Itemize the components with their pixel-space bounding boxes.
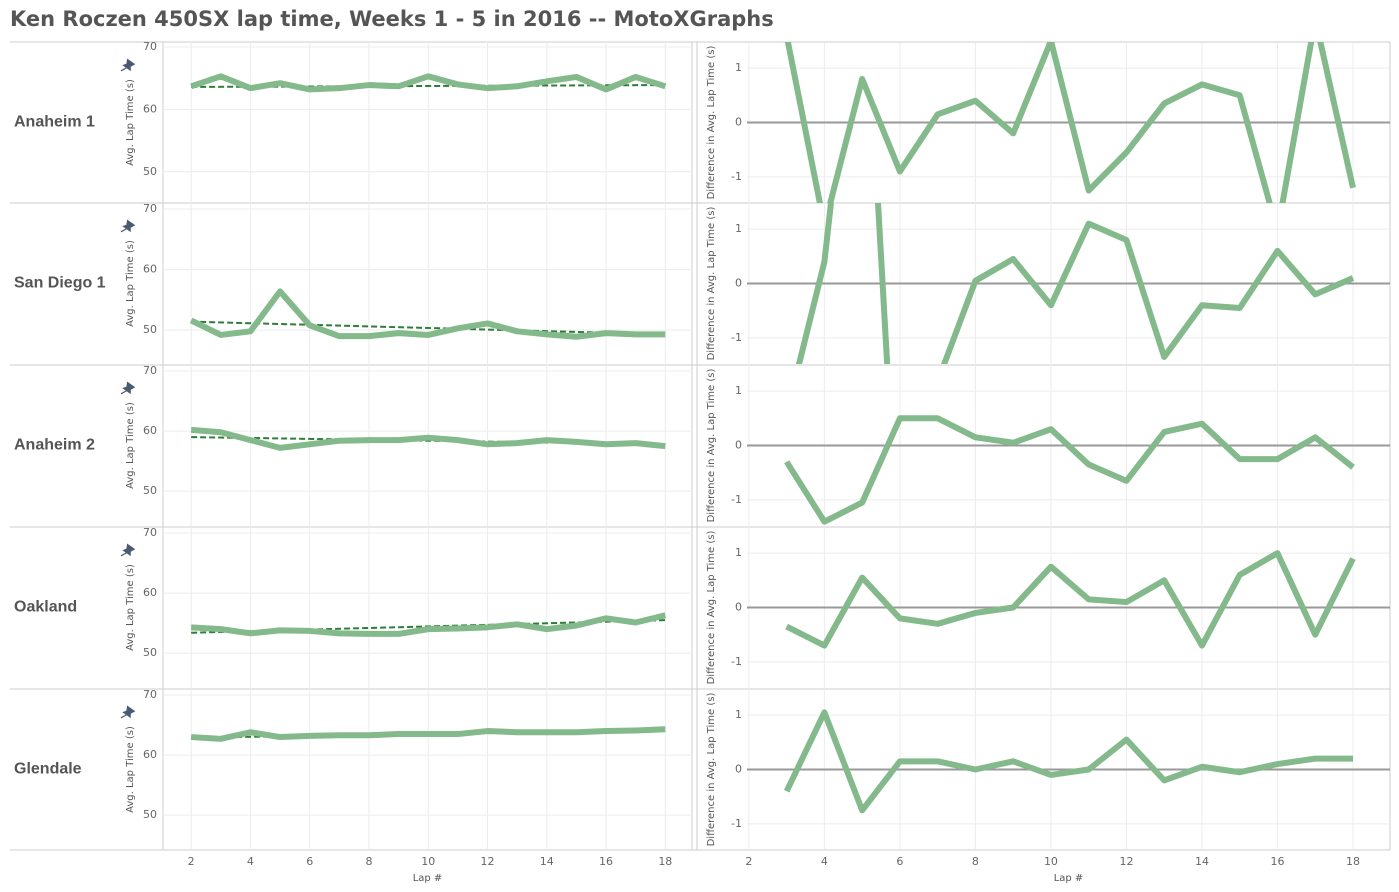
y-tick-label: -1	[731, 817, 742, 830]
y-axis-label: Difference in Avg. Lap Time (s)	[706, 207, 717, 361]
data-line	[190, 726, 666, 742]
row-label: Oakland	[14, 599, 77, 616]
y-tick-label: 60	[143, 748, 157, 761]
x-tick-label: 8	[365, 855, 372, 868]
pin-icon	[120, 219, 136, 233]
y-tick-label: 1	[735, 708, 742, 721]
y-tick-label: 0	[735, 116, 742, 129]
y-axis-label: Difference in Avg. Lap Time (s)	[706, 693, 717, 847]
y-tick-label: 50	[143, 323, 157, 336]
y-tick-label: 60	[143, 263, 157, 276]
y-tick-label: 1	[735, 222, 742, 235]
y-tick-label: 50	[143, 165, 157, 178]
y-tick-label: 60	[143, 102, 157, 115]
y-tick-label: 1	[735, 546, 742, 559]
y-tick-label: 0	[735, 277, 742, 290]
y-tick-label: 0	[735, 601, 742, 614]
x-tick-label: 16	[599, 855, 613, 868]
y-tick-label: 50	[143, 808, 157, 821]
y-tick-label: 70	[143, 364, 157, 377]
x-tick-label: 4	[821, 855, 828, 868]
x-tick-label: 10	[421, 855, 435, 868]
x-tick-label: 2	[745, 855, 752, 868]
data-line	[795, 203, 1355, 364]
y-tick-label: 50	[143, 646, 157, 659]
x-tick-label: 12	[1119, 855, 1133, 868]
x-tick-label: 6	[896, 855, 903, 868]
data-line	[190, 612, 667, 637]
pin-icon	[120, 705, 136, 719]
y-tick-label: -1	[731, 655, 742, 668]
row-label: Glendale	[14, 761, 82, 778]
x-axis-label: Lap #	[1054, 873, 1084, 884]
data-line	[189, 288, 666, 340]
y-axis-label: Avg. Lap Time (s)	[125, 79, 136, 166]
trend-line	[191, 320, 666, 336]
pin-icon	[120, 543, 136, 557]
x-tick-label: 10	[1044, 855, 1058, 868]
pin-icon	[120, 381, 136, 395]
y-axis-label: Difference in Avg. Lap Time (s)	[706, 531, 717, 685]
row-label: Anaheim 2	[14, 437, 95, 454]
row-label: San Diego 1	[14, 275, 106, 292]
x-tick-label: 14	[1195, 855, 1209, 868]
data-line	[190, 426, 666, 451]
y-tick-label: 70	[143, 688, 157, 701]
y-axis-label: Difference in Avg. Lap Time (s)	[706, 369, 717, 523]
data-line	[784, 42, 1356, 203]
x-tick-label: 6	[306, 855, 313, 868]
y-tick-label: 70	[143, 40, 157, 53]
data-line	[784, 415, 1355, 525]
y-tick-label: 70	[143, 526, 157, 539]
row-label: Anaheim 1	[14, 114, 95, 131]
y-tick-label: 0	[735, 763, 742, 776]
x-tick-label: 18	[658, 855, 672, 868]
x-axis-label: Lap #	[413, 873, 443, 884]
y-tick-label: 60	[143, 586, 157, 599]
x-tick-label: 18	[1346, 855, 1360, 868]
x-tick-label: 8	[972, 855, 979, 868]
y-axis-label: Avg. Lap Time (s)	[125, 402, 136, 489]
x-tick-label: 14	[540, 855, 554, 868]
y-tick-label: 1	[735, 384, 742, 397]
x-tick-label: 4	[247, 855, 254, 868]
y-tick-label: -1	[731, 170, 742, 183]
y-axis-label: Avg. Lap Time (s)	[125, 240, 136, 327]
x-tick-label: 12	[481, 855, 495, 868]
y-tick-label: 60	[143, 424, 157, 437]
trend-line	[191, 84, 666, 88]
y-axis-label: Avg. Lap Time (s)	[125, 726, 136, 813]
data-line	[785, 550, 1356, 649]
x-tick-label: 16	[1270, 855, 1284, 868]
y-axis-label: Avg. Lap Time (s)	[125, 564, 136, 651]
pin-icon	[120, 58, 136, 72]
y-tick-label: 0	[735, 439, 742, 452]
y-tick-label: 1	[735, 61, 742, 74]
dashboard-title: Ken Roczen 450SX lap time, Weeks 1 - 5 i…	[10, 7, 774, 31]
data-line	[190, 73, 667, 93]
y-tick-label: 70	[143, 202, 157, 215]
data-line	[783, 709, 1353, 814]
y-tick-label: -1	[731, 331, 742, 344]
y-tick-label: -1	[731, 493, 742, 506]
x-tick-label: 2	[188, 855, 195, 868]
y-tick-label: 50	[143, 484, 157, 497]
y-axis-label: Difference in Avg. Lap Time (s)	[706, 46, 717, 200]
